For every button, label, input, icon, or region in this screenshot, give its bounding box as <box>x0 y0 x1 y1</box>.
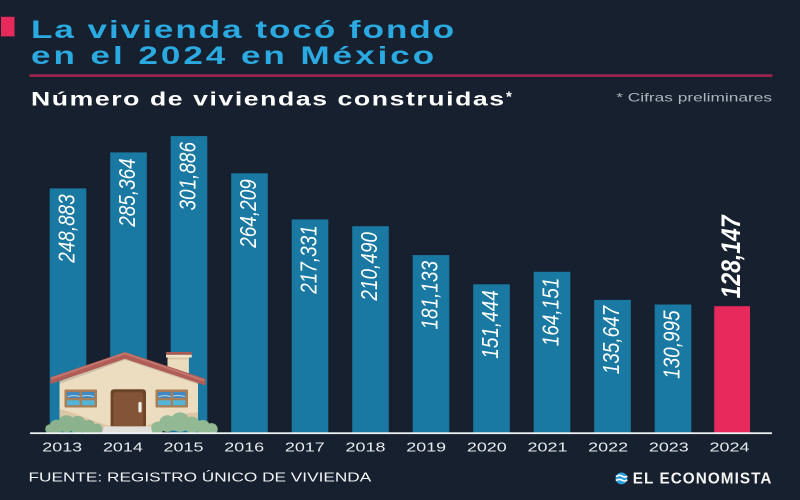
svg-text:2023: 2023 <box>649 441 689 455</box>
svg-text:248,883: 248,883 <box>54 194 80 263</box>
svg-text:La vivienda tocó fondo: La vivienda tocó fondo <box>31 16 456 44</box>
svg-text:FUENTE: REGISTRO ÚNICO DE VIVI: FUENTE: REGISTRO ÚNICO DE VIVIENDA <box>29 471 372 485</box>
svg-text:Número de viviendas construida: Número de viviendas construidas <box>31 88 506 109</box>
svg-text:2022: 2022 <box>588 441 628 455</box>
svg-text:210,490: 210,490 <box>356 232 382 301</box>
svg-text:2015: 2015 <box>164 441 204 455</box>
svg-text:EL ECONOMISTA: EL ECONOMISTA <box>633 471 773 488</box>
svg-text:181,133: 181,133 <box>417 261 443 330</box>
svg-text:135,647: 135,647 <box>598 305 624 374</box>
svg-text:2019: 2019 <box>406 441 446 455</box>
svg-text:151,444: 151,444 <box>477 290 503 359</box>
svg-text:2020: 2020 <box>467 441 507 455</box>
svg-text:2018: 2018 <box>346 441 386 455</box>
svg-text:2024: 2024 <box>710 441 750 455</box>
svg-text:en el 2024 en México: en el 2024 en México <box>31 42 437 70</box>
svg-text:217,331: 217,331 <box>296 225 322 294</box>
svg-text:128,147: 128,147 <box>716 214 746 299</box>
svg-text:2014: 2014 <box>103 441 143 455</box>
svg-text:*: * <box>506 88 512 105</box>
svg-text:2017: 2017 <box>285 441 325 455</box>
svg-text:164,151: 164,151 <box>538 278 564 347</box>
svg-text:130,995: 130,995 <box>659 310 685 379</box>
svg-text:285,364: 285,364 <box>114 158 140 227</box>
svg-text:2021: 2021 <box>528 441 568 455</box>
svg-text:* Cifras preliminares: * Cifras preliminares <box>616 92 772 105</box>
svg-text:2016: 2016 <box>224 441 264 455</box>
svg-text:264,209: 264,209 <box>235 179 261 248</box>
svg-text:2013: 2013 <box>42 441 82 455</box>
svg-text:301,886: 301,886 <box>175 142 201 211</box>
